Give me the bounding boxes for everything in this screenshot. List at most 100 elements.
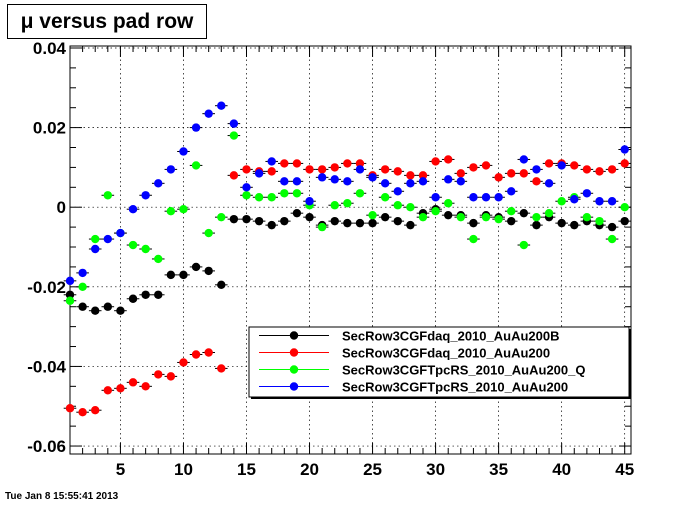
data-point — [343, 218, 352, 228]
data-point — [91, 234, 100, 244]
data-point — [444, 175, 453, 184]
chart-title: μ versus pad row — [7, 4, 207, 39]
data-point — [254, 216, 264, 226]
data-point — [355, 218, 365, 228]
data-point — [128, 205, 138, 214]
data-point — [141, 382, 150, 391]
data-point — [179, 205, 188, 214]
data-point — [103, 234, 113, 244]
y-tick-label: 0.02 — [33, 119, 66, 138]
data-point — [292, 177, 302, 186]
data-point — [607, 197, 617, 206]
data-point — [154, 370, 163, 379]
data-point — [469, 218, 478, 228]
data-point — [103, 191, 113, 200]
data-point — [532, 165, 541, 174]
data-point — [179, 358, 188, 367]
data-point — [406, 203, 415, 212]
data-point — [406, 179, 415, 188]
data-point — [305, 165, 314, 174]
data-point — [620, 159, 629, 168]
data-point — [128, 294, 138, 303]
data-point — [582, 212, 592, 222]
data-point — [166, 165, 176, 174]
data-point — [330, 163, 339, 172]
data-point — [166, 372, 176, 381]
data-point — [128, 378, 138, 387]
data-point — [380, 193, 390, 202]
data-point — [179, 270, 188, 280]
data-point — [393, 167, 402, 176]
data-point — [507, 216, 516, 226]
legend-marker — [289, 331, 299, 340]
data-point — [217, 280, 226, 290]
data-point — [393, 187, 402, 196]
data-point — [78, 302, 87, 311]
data-point — [595, 216, 604, 226]
data-point — [557, 218, 566, 228]
data-point — [292, 159, 302, 168]
x-tick-label: 15 — [237, 460, 256, 479]
data-point — [154, 290, 163, 299]
legend-marker — [289, 382, 299, 391]
data-point — [418, 171, 428, 180]
data-point — [595, 197, 604, 206]
frame-box — [69, 45, 632, 455]
data-point — [267, 193, 276, 202]
data-point — [191, 123, 201, 132]
legend-marker — [289, 365, 299, 374]
data-point — [570, 161, 579, 170]
data-point — [544, 179, 554, 188]
data-point — [607, 234, 617, 244]
data-point — [532, 212, 541, 222]
data-point — [267, 220, 276, 230]
legend-box — [248, 326, 630, 398]
data-point — [280, 189, 289, 198]
data-point — [128, 240, 138, 250]
data-point — [519, 155, 529, 164]
data-point — [305, 212, 314, 222]
data-point — [582, 189, 592, 198]
data-point — [204, 348, 213, 357]
data-point — [368, 210, 377, 220]
y-tick-label: -0.06 — [27, 437, 66, 456]
data-point — [557, 197, 566, 206]
data-point — [317, 165, 327, 174]
data-point — [456, 212, 466, 222]
legend-marker — [289, 348, 299, 357]
x-tick-label: 40 — [552, 460, 571, 479]
data-point — [494, 173, 503, 182]
data-point — [620, 216, 629, 226]
data-point — [141, 244, 150, 254]
y-tick-label: 0 — [57, 198, 66, 217]
legend-label: SecRow3CGFdaq_2010_AuAu200B — [342, 329, 559, 344]
x-tick-label: 35 — [489, 460, 508, 479]
data-point — [280, 159, 289, 168]
legend-label: SecRow3CGFTpcRS_2010_AuAu200 — [342, 380, 568, 395]
data-point — [469, 163, 478, 172]
data-point — [280, 177, 289, 186]
data-point — [103, 302, 113, 311]
data-point — [191, 262, 201, 272]
data-point — [544, 159, 554, 168]
data-point — [65, 296, 75, 305]
data-point — [91, 306, 100, 315]
data-point — [406, 171, 415, 180]
data-point — [444, 210, 453, 220]
data-point — [65, 290, 75, 299]
data-point — [469, 234, 478, 244]
data-point — [204, 228, 213, 238]
data-point — [154, 254, 163, 264]
data-point — [141, 191, 150, 200]
data-point — [456, 169, 466, 178]
data-point — [204, 109, 213, 118]
x-tick-label: 25 — [363, 460, 382, 479]
data-point — [582, 165, 592, 174]
x-tick-label: 45 — [615, 460, 634, 479]
data-point — [154, 179, 163, 188]
data-point — [494, 214, 503, 224]
data-point — [217, 364, 226, 373]
data-point — [78, 268, 87, 278]
data-point — [431, 157, 440, 166]
data-point — [116, 384, 125, 393]
